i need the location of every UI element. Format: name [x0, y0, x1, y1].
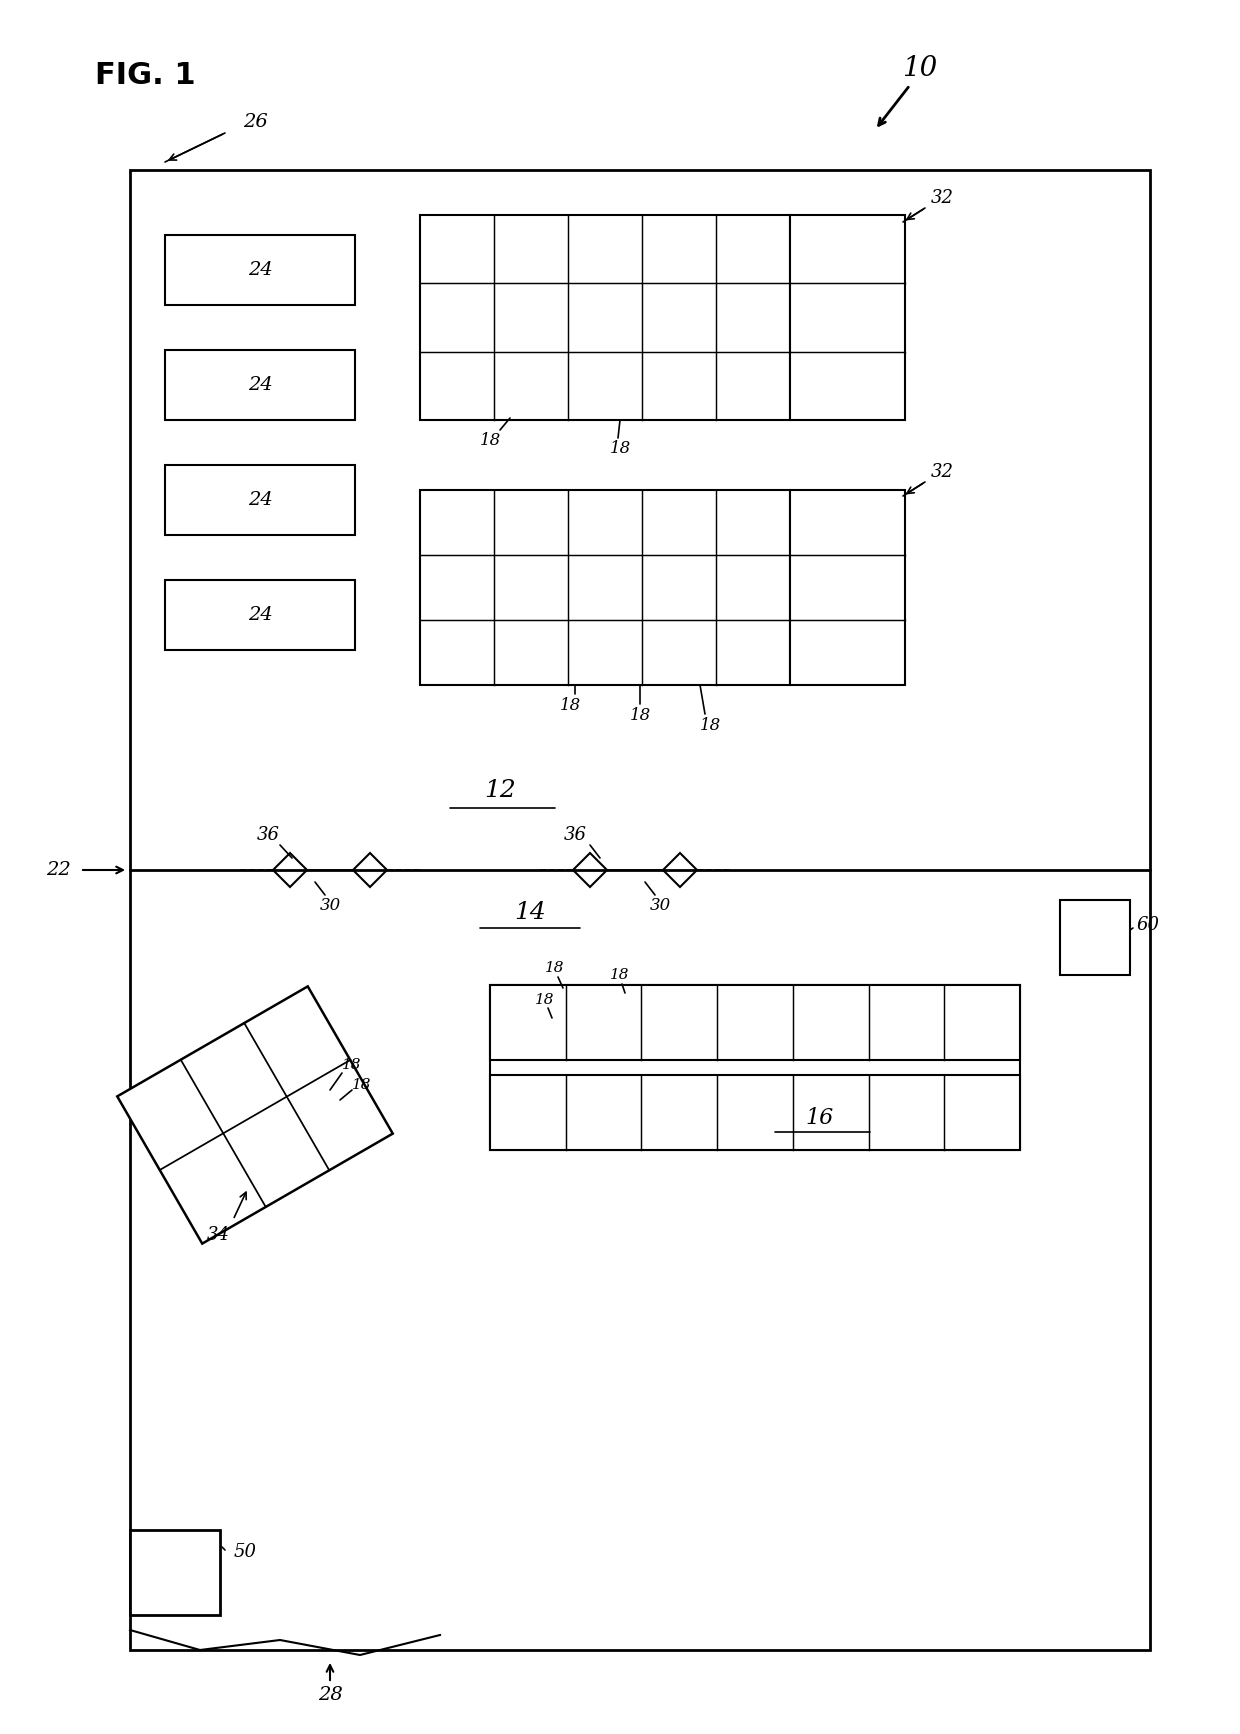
Text: 18: 18 [609, 439, 631, 456]
Text: 34: 34 [207, 1226, 229, 1243]
Text: 28: 28 [317, 1685, 342, 1705]
Text: 24: 24 [248, 262, 273, 279]
Text: 18: 18 [546, 961, 564, 975]
Text: 10: 10 [903, 54, 937, 81]
Text: 18: 18 [342, 1058, 362, 1072]
Text: 12: 12 [484, 779, 516, 801]
Text: 18: 18 [536, 994, 554, 1007]
Bar [130, 1529, 219, 1614]
Text: 32: 32 [930, 189, 954, 206]
Text: 18: 18 [630, 706, 651, 723]
Text: 14: 14 [515, 900, 546, 924]
Text: 24: 24 [248, 491, 273, 510]
Bar [490, 985, 1021, 1059]
Text: 26: 26 [243, 113, 268, 132]
Text: 22: 22 [46, 862, 71, 879]
Text: 50: 50 [233, 1543, 257, 1561]
Text: 30: 30 [320, 896, 341, 914]
Text: 18: 18 [480, 432, 501, 449]
Bar [490, 985, 1021, 1150]
Bar [165, 236, 355, 305]
Text: 18: 18 [352, 1079, 372, 1092]
Bar [420, 491, 790, 685]
Text: 18: 18 [559, 697, 580, 713]
Polygon shape [573, 853, 608, 888]
Bar [165, 579, 355, 650]
Text: 18: 18 [699, 716, 720, 733]
Text: 24: 24 [248, 376, 273, 394]
Text: 60: 60 [1137, 916, 1159, 935]
Text: 36: 36 [257, 825, 279, 844]
Bar [130, 170, 1149, 1651]
Text: 36: 36 [563, 825, 587, 844]
Bar [165, 465, 355, 536]
Text: 24: 24 [248, 605, 273, 624]
Bar [490, 1075, 1021, 1150]
Bar [790, 491, 905, 685]
Text: FIG. 1: FIG. 1 [95, 61, 196, 90]
Bar [165, 350, 355, 420]
Bar [420, 215, 790, 420]
Text: 30: 30 [650, 896, 671, 914]
Text: 32: 32 [930, 463, 954, 480]
Text: 18: 18 [610, 968, 630, 981]
Bar [1060, 900, 1130, 975]
Polygon shape [118, 987, 393, 1243]
Polygon shape [273, 853, 308, 888]
Text: 16: 16 [806, 1106, 835, 1129]
Polygon shape [663, 853, 697, 888]
Bar [790, 215, 905, 420]
Polygon shape [353, 853, 387, 888]
